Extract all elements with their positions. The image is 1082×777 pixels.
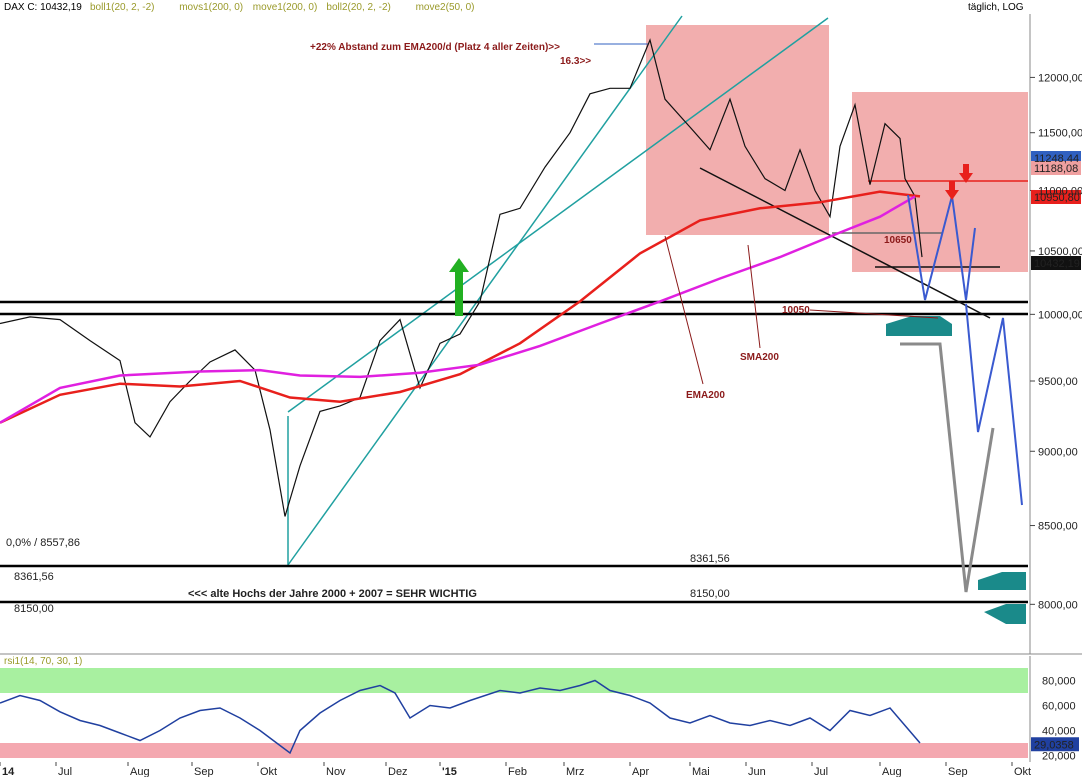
scale-label: täglich, LOG: [968, 2, 1024, 13]
x-tick-label: Mai: [692, 766, 710, 777]
descending-trendline: [699, 167, 991, 319]
price-label-box: [1031, 190, 1081, 204]
level-label-left: 8361,56: [14, 571, 54, 583]
indicator-label: move2(50, 0): [416, 2, 475, 13]
rsi-y-tick-label: 20,000: [1042, 751, 1076, 763]
x-tick-label: Aug: [882, 766, 902, 777]
x-tick-label: Jun: [748, 766, 766, 777]
y-tick-label: 9000,00: [1038, 446, 1078, 458]
teal-arrow-2: [978, 572, 1026, 590]
teal-arrow-1: [886, 316, 952, 336]
y-tick-label: 10000,00: [1038, 309, 1082, 321]
down-arrow-red-1: [959, 164, 973, 183]
highlight-box-1: [646, 25, 829, 235]
annotation-label: 8361,56: [690, 553, 730, 565]
x-tick-label: 14: [2, 766, 15, 777]
price-label: 11188,08: [1034, 163, 1078, 175]
rsi-line: [0, 679, 921, 755]
price-label: 11248,44: [1034, 153, 1079, 165]
indicator-label: movs1(200, 0): [179, 2, 243, 13]
teal-arrow-3: [984, 604, 1026, 624]
annotation-label: 0,0% / 8557,86: [6, 537, 80, 549]
rsi-y-tick-label: 80,000: [1042, 676, 1076, 688]
down-arrow-red-2: [945, 181, 959, 200]
rsi-last-value: 29,0358: [1034, 739, 1074, 751]
series-group: [0, 38, 1081, 766]
level-10050-pointer: [809, 309, 939, 319]
indicator-label: boll2(20, 2, -2): [326, 2, 390, 13]
annotation-label: <<< alte Hochs der Jahre 2000 + 2007 = S…: [188, 588, 477, 600]
ema200-line: [0, 190, 921, 424]
x-tick-label: Okt: [260, 766, 277, 777]
sma200-line: [0, 195, 916, 424]
channel-lower-line: [287, 15, 683, 566]
y-tick-label: 11000,00: [1038, 185, 1082, 197]
scenario-path-blue-2: [965, 303, 1023, 506]
indicator-label: move1(200, 0): [253, 2, 317, 13]
sma200-pointer: [747, 244, 761, 349]
annotation-label: 10650: [884, 235, 912, 246]
x-tick-label: Jul: [58, 766, 72, 777]
y-tick-label: 10500,00: [1038, 246, 1082, 258]
indicator-label: boll1(20, 2, -2): [90, 2, 154, 13]
x-tick-label: Aug: [130, 766, 150, 777]
annotation-label: +22% Abstand zum EMA200/d (Platz 4 aller…: [310, 42, 560, 53]
level-label-left: 8150,00: [14, 603, 54, 615]
x-tick-label: Jul: [814, 766, 828, 777]
rsi-y-tick-label: 40,000: [1042, 726, 1076, 738]
y-tick-label: 8500,00: [1038, 521, 1078, 533]
price-line: [0, 38, 923, 517]
annotation-label: SMA200: [740, 352, 779, 363]
rsi-header-label: rsi1(14, 70, 30, 1): [4, 656, 82, 667]
x-tick-label: Okt: [1014, 766, 1031, 777]
rsi-oversold-band: [0, 743, 1028, 758]
x-tick-label: '15: [442, 766, 457, 777]
annotation-label: 8150,00: [690, 588, 730, 600]
y-tick-label: 8000,00: [1038, 599, 1078, 611]
price-label-box: [1031, 161, 1081, 175]
symbol-label: DAX C: 10432,19: [4, 2, 82, 13]
x-tick-label: Sep: [194, 766, 214, 777]
annotation-label: 10050: [782, 305, 810, 316]
x-tick-label: Mrz: [566, 766, 584, 777]
price-label-box: [1031, 256, 1081, 270]
y-tick-label: 9500,00: [1038, 376, 1078, 388]
x-tick-label: Apr: [632, 766, 649, 777]
price-label: 10432,19: [1034, 258, 1080, 270]
y-tick-label: 11500,00: [1038, 128, 1082, 140]
rsi-last-value-box: [1031, 737, 1079, 752]
y-tick-label: 12000,00: [1038, 72, 1082, 84]
ema200-pointer: [664, 235, 704, 385]
up-arrow-green: [449, 258, 469, 316]
x-tick-label: Sep: [948, 766, 968, 777]
price-label: 10950,80: [1034, 192, 1080, 204]
annotation-label: EMA200: [686, 390, 725, 401]
annotation-label: 16.3>>: [560, 56, 591, 67]
x-tick-label: Nov: [326, 766, 346, 777]
x-tick-label: Dez: [388, 766, 408, 777]
scenario-path-gray: [900, 342, 995, 593]
rsi-y-tick-label: 60,000: [1042, 701, 1076, 713]
x-tick-label: Feb: [508, 766, 527, 777]
rsi-overbought-band: [0, 668, 1028, 693]
